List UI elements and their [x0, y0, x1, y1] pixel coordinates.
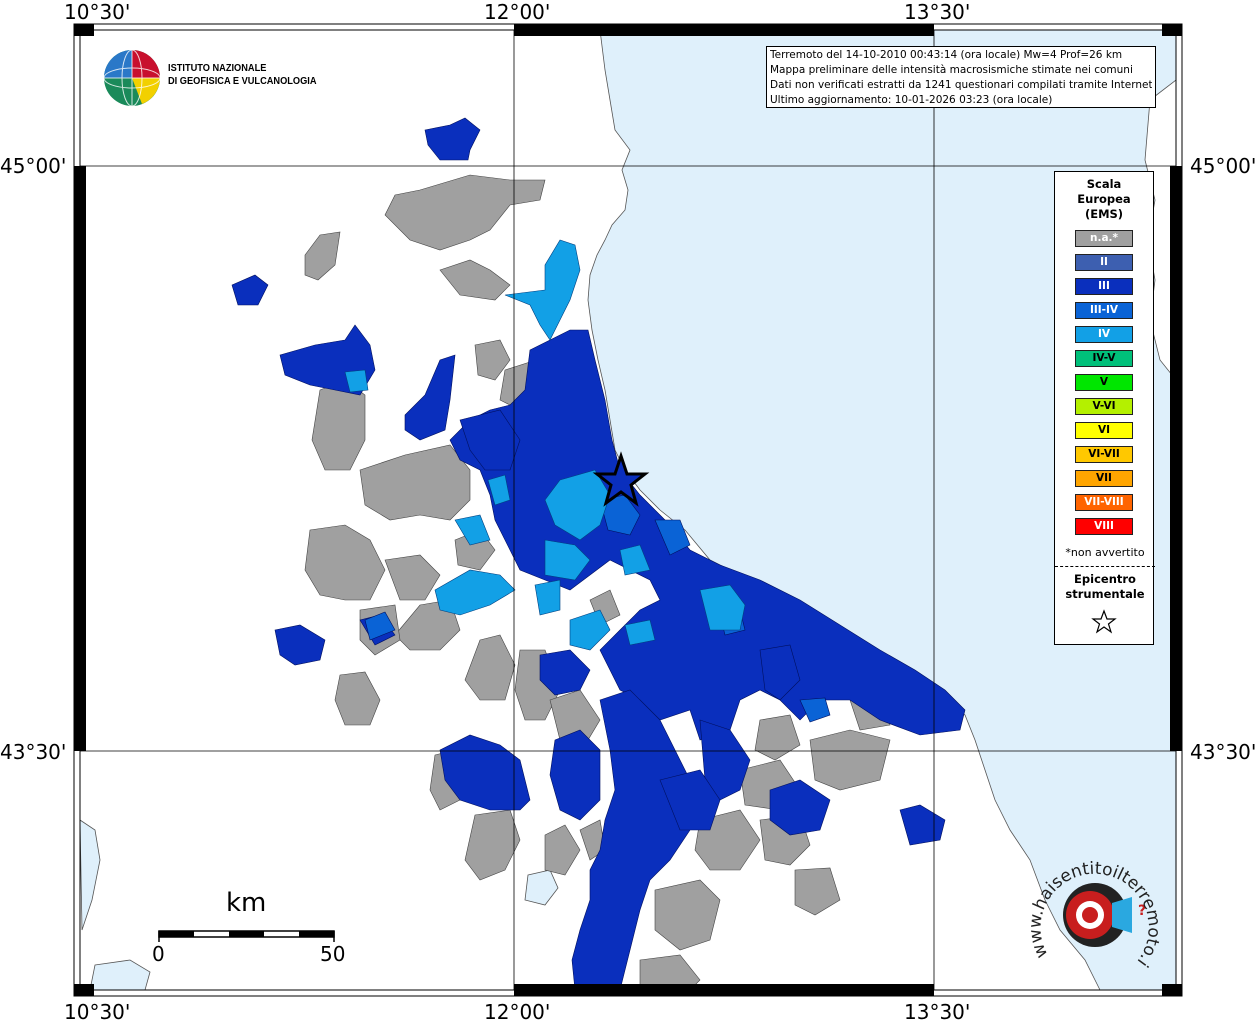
ems-legend: Scala Europea (EMS) n.a.* II III III-IV IV IV… — [1054, 171, 1155, 645]
legend-separator — [1055, 566, 1155, 567]
legend-epicentre-line: strumentale — [1065, 587, 1145, 601]
scale-bar: km 0 50 — [148, 888, 368, 968]
legend-na-note: *non avvertito — [1065, 546, 1145, 559]
legend-swatch: VII — [1075, 470, 1133, 487]
legend-swatch: IV-V — [1075, 350, 1133, 367]
legend-title-line: (EMS) — [1084, 207, 1124, 221]
lon-label-top-3: 13°30' — [904, 0, 971, 24]
legend-swatch: V — [1075, 374, 1133, 391]
scale-bar-graphic — [158, 930, 335, 942]
legend-swatch: n.a.* — [1075, 230, 1133, 247]
legend-swatch: VI-VII — [1075, 446, 1133, 463]
legend-swatch: II — [1075, 254, 1133, 271]
legend-swatch: VIII — [1075, 518, 1133, 535]
svg-text:?: ? — [1138, 903, 1146, 919]
na-areas — [304, 174, 891, 991]
logo-line-2: DI GEOFISICA E VULCANOLOGIA — [168, 75, 317, 87]
lat-label-right-2: 43°30' — [1190, 740, 1256, 764]
lon-label-top-1: 10°30' — [64, 0, 131, 24]
legend-title: Scala Europea (EMS) — [1055, 177, 1153, 222]
lon-label-bottom-2: 12°00' — [484, 1000, 551, 1024]
event-info-line: Dati non verificati estratti da 1241 que… — [770, 79, 1152, 91]
event-info-line: Terremoto del 14-10-2010 00:43:14 (ora l… — [770, 49, 1123, 61]
legend-title-line: Scala — [1086, 177, 1122, 191]
scale-unit: km — [226, 888, 267, 918]
scale-min-label: 0 — [152, 942, 165, 966]
lon-label-bottom-1: 10°30' — [64, 1000, 131, 1024]
legend-swatch: III — [1075, 278, 1133, 295]
epicentre-star-icon — [592, 451, 650, 507]
intensity-iii-areas — [231, 117, 966, 991]
legend-swatch: VII-VIII — [1075, 494, 1133, 511]
lon-label-bottom-3: 13°30' — [904, 1000, 971, 1024]
map-frame — [73, 23, 1183, 997]
legend-epicentre-label: Epicentro strumentale — [1055, 572, 1155, 602]
logo-line-1: ISTITUTO NAZIONALE — [168, 62, 267, 74]
graticule — [80, 30, 1176, 990]
legend-swatch: V-VI — [1075, 398, 1133, 415]
hai-sentito-logo-graphic: ? www.haisentitoilterremoto.it — [1017, 830, 1164, 971]
legend-swatch: IV — [1075, 326, 1133, 343]
lat-label-right-1: 45°00' — [1190, 154, 1256, 178]
scale-max-label: 50 — [320, 942, 346, 966]
legend-epicentre-line: Epicentro — [1074, 572, 1136, 586]
lon-label-top-2: 12°00' — [484, 0, 551, 24]
ingv-globe-icon — [103, 49, 161, 107]
legend-star-icon — [1091, 609, 1117, 634]
legend-swatch: III-IV — [1075, 302, 1133, 319]
legend-title-line: Europea — [1077, 192, 1131, 206]
intensity-iv-areas — [344, 239, 746, 651]
event-info-box: Terremoto del 14-10-2010 00:43:14 (ora l… — [766, 46, 1156, 108]
lat-label-left-2: 43°30' — [0, 740, 67, 764]
hai-sentito-logo: ? www.haisentitoilterremoto.it — [1017, 830, 1170, 985]
ingv-logo: ISTITUTO NAZIONALE DI GEOFISICA E VULCAN… — [102, 48, 332, 110]
lat-label-left-1: 45°00' — [0, 154, 67, 178]
legend-swatch: VI — [1075, 422, 1133, 439]
event-info-line: Mappa preliminare delle intensità macros… — [770, 64, 1133, 76]
event-info-line: Ultimo aggiornamento: 10-01-2026 03:23 (… — [770, 94, 1053, 106]
